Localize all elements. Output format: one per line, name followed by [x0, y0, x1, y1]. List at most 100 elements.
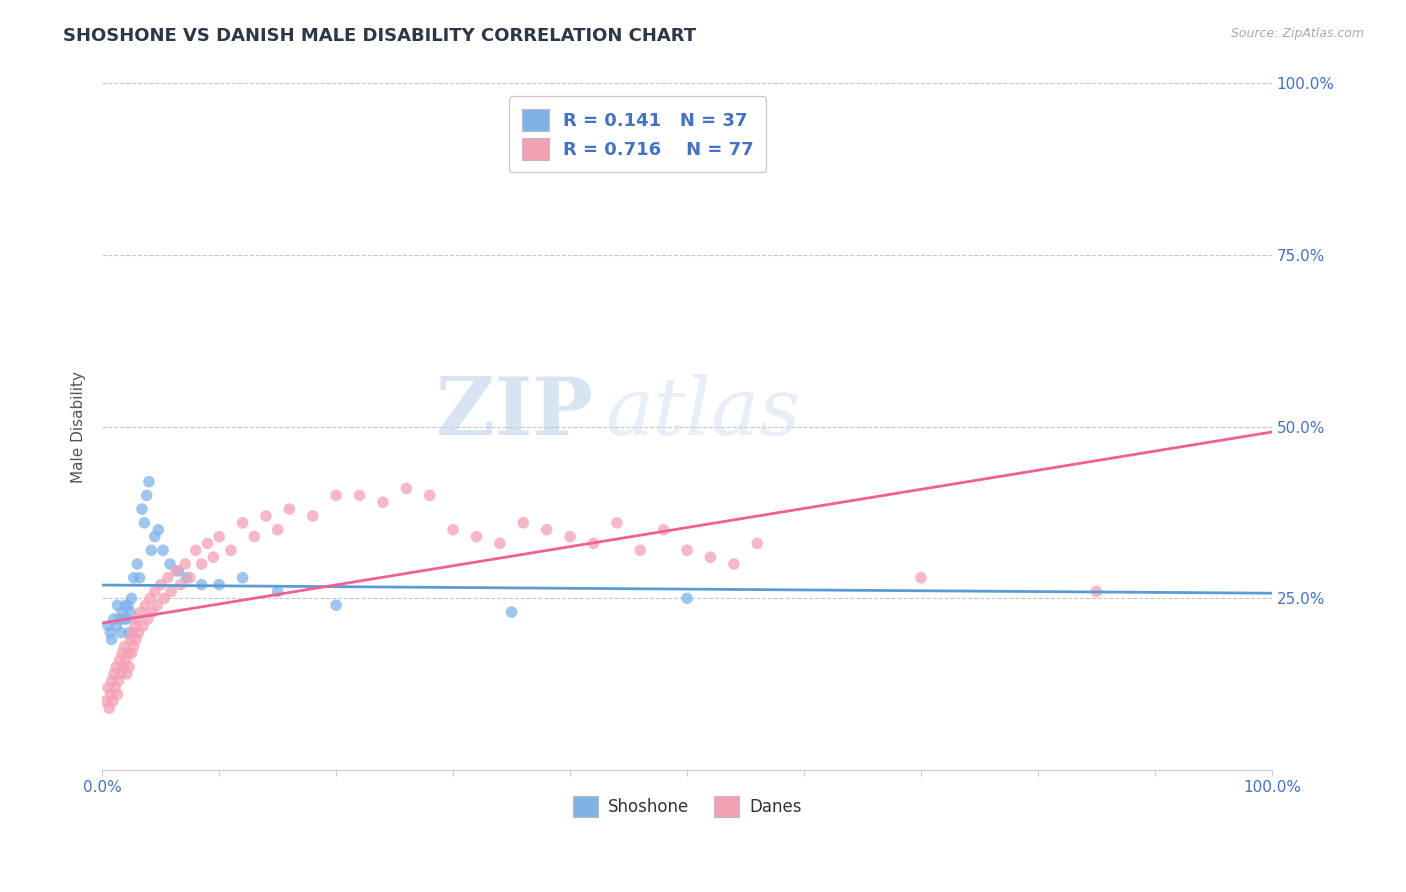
Point — [676, 591, 699, 606]
Point — [747, 536, 769, 550]
Point — [136, 612, 159, 626]
Point — [254, 508, 277, 523]
Point — [152, 543, 174, 558]
Point — [115, 666, 138, 681]
Point — [110, 666, 132, 681]
Point — [536, 523, 558, 537]
Point — [512, 516, 534, 530]
Point — [117, 646, 139, 660]
Point — [103, 666, 125, 681]
Point — [101, 694, 124, 708]
Point — [159, 557, 181, 571]
Point — [699, 550, 721, 565]
Point — [98, 701, 121, 715]
Point — [138, 475, 160, 489]
Point — [107, 673, 129, 688]
Point — [606, 516, 628, 530]
Point — [120, 605, 142, 619]
Point — [127, 612, 149, 626]
Point — [122, 640, 145, 654]
Point — [115, 612, 138, 626]
Point — [100, 673, 122, 688]
Point — [127, 625, 149, 640]
Point — [104, 681, 127, 695]
Point — [121, 625, 143, 640]
Point — [176, 571, 198, 585]
Point — [197, 536, 219, 550]
Point — [131, 502, 153, 516]
Y-axis label: Male Disability: Male Disability — [72, 371, 86, 483]
Point — [156, 571, 179, 585]
Point — [1085, 584, 1108, 599]
Point — [112, 660, 135, 674]
Point — [266, 523, 288, 537]
Point — [139, 591, 162, 606]
Text: SHOSHONE VS DANISH MALE DISABILITY CORRELATION CHART: SHOSHONE VS DANISH MALE DISABILITY CORRE… — [63, 27, 696, 45]
Point — [167, 564, 190, 578]
Point — [558, 530, 581, 544]
Point — [108, 612, 131, 626]
Legend: Shoshone, Danes: Shoshone, Danes — [567, 789, 808, 823]
Point — [97, 681, 120, 695]
Point — [441, 523, 464, 537]
Point — [134, 516, 156, 530]
Point — [108, 653, 131, 667]
Point — [111, 605, 134, 619]
Point — [94, 694, 117, 708]
Point — [208, 577, 231, 591]
Point — [652, 523, 675, 537]
Point — [723, 557, 745, 571]
Point — [127, 557, 149, 571]
Point — [107, 688, 129, 702]
Point — [910, 571, 932, 585]
Point — [128, 571, 150, 585]
Point — [676, 543, 699, 558]
Point — [103, 612, 125, 626]
Point — [349, 488, 371, 502]
Point — [105, 660, 128, 674]
Point — [243, 530, 266, 544]
Point — [148, 523, 170, 537]
Point — [371, 495, 394, 509]
Point — [120, 632, 142, 647]
Point — [141, 543, 163, 558]
Point — [153, 591, 176, 606]
Point — [122, 571, 145, 585]
Point — [190, 557, 212, 571]
Point — [208, 530, 231, 544]
Point — [219, 543, 242, 558]
Point — [114, 612, 136, 626]
Point — [143, 584, 166, 599]
Point — [100, 688, 122, 702]
Point — [395, 482, 418, 496]
Point — [107, 599, 129, 613]
Point — [114, 653, 136, 667]
Point — [114, 640, 136, 654]
Point — [232, 571, 254, 585]
Point — [301, 508, 323, 523]
Point — [419, 488, 441, 502]
Point — [105, 619, 128, 633]
Point — [118, 660, 141, 674]
Point — [149, 577, 172, 591]
Point — [97, 619, 120, 633]
Point — [169, 577, 191, 591]
Point — [100, 632, 122, 647]
Point — [325, 599, 347, 613]
Point — [278, 502, 301, 516]
Point — [190, 577, 212, 591]
Point — [165, 564, 187, 578]
Point — [111, 646, 134, 660]
Text: atlas: atlas — [605, 375, 800, 451]
Point — [124, 619, 146, 633]
Point — [110, 625, 132, 640]
Point — [202, 550, 225, 565]
Point — [184, 543, 207, 558]
Point — [134, 599, 156, 613]
Point — [174, 557, 197, 571]
Point — [100, 625, 122, 640]
Point — [325, 488, 347, 502]
Point — [118, 625, 141, 640]
Point — [582, 536, 605, 550]
Point — [628, 543, 651, 558]
